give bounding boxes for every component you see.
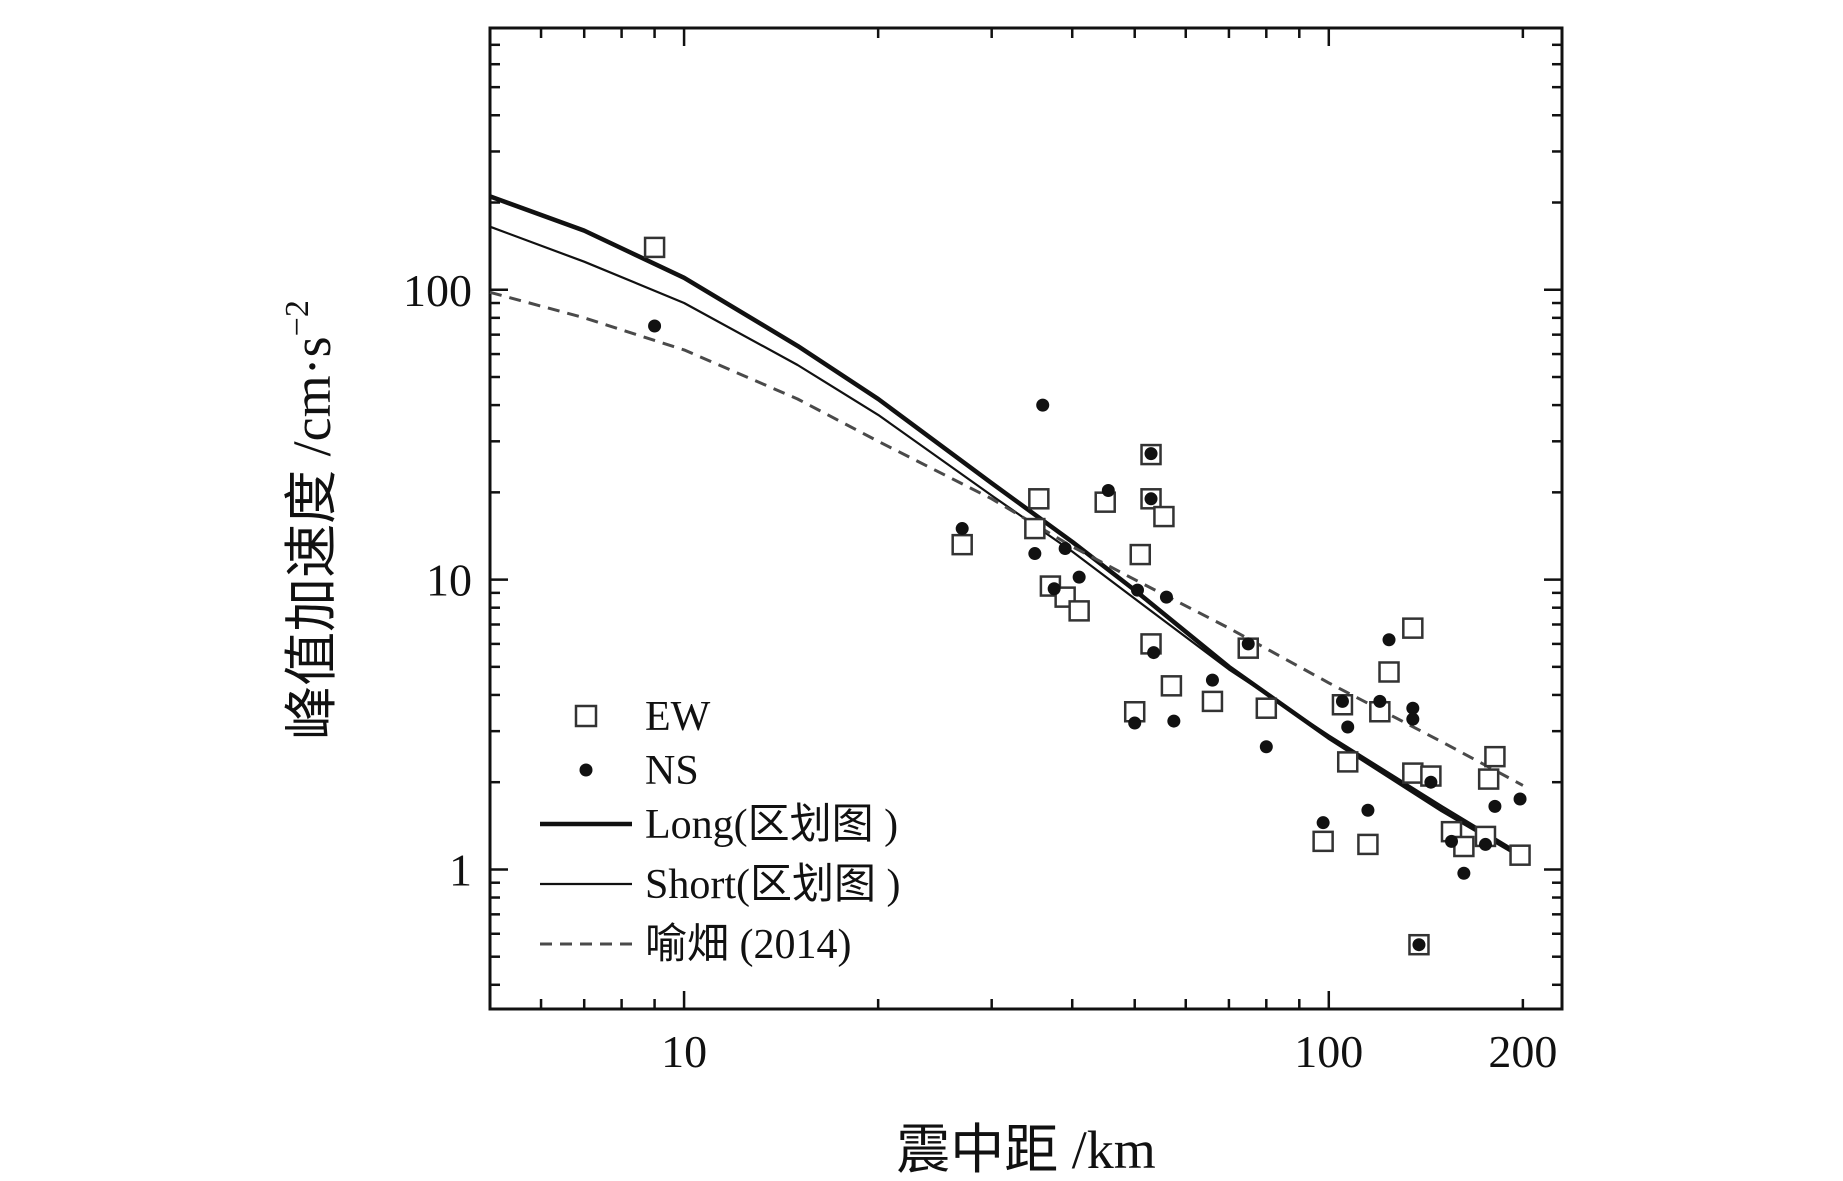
ew-point [1402,617,1424,639]
ns-point [1128,716,1142,730]
ns-point [1159,590,1173,604]
ew-point [1129,543,1152,566]
legend-label: Short(区划图 ) [645,862,901,908]
legend-label: Long(区划图 ) [645,802,898,848]
ew-point [951,533,973,556]
ns-point [1406,712,1420,726]
ns-point [1513,792,1527,806]
ew-point [1312,830,1334,853]
legend-label: NS [645,748,699,794]
ns-point [1144,492,1158,506]
ns-point [1130,583,1144,597]
x-tick-label: 10 [661,1026,707,1077]
ns-point [1047,582,1061,596]
ns-point [1444,834,1458,848]
ns-point [1316,816,1330,830]
ns-point [1361,803,1375,817]
points-layer [643,236,1531,956]
x-axis-title: 震中距 /km [896,1120,1156,1180]
ns-point [1478,837,1492,851]
ns-point [648,319,662,333]
y-axis-title: 峰值加速度 /cm·s−2 [279,300,342,740]
ns-point [1488,799,1502,813]
ns-point [1028,547,1042,561]
plot-frame [488,26,1564,1011]
y-tick-label: 100 [403,265,472,316]
ew-point [1153,505,1175,528]
ew-point [1402,762,1424,784]
ew-point [1477,768,1500,790]
ns-point [1147,646,1161,660]
ew-point [1484,745,1506,768]
ew-point [1068,600,1090,622]
legend-label: EW [645,694,711,740]
ns-point [955,522,969,536]
ns-point [1101,483,1115,497]
ew-point [1509,844,1531,866]
ns-point [1144,447,1158,461]
ns-point [1259,740,1273,754]
y-axis-title-main: 峰值加速度 /cm·s [282,336,342,739]
ns-point [1341,720,1355,734]
ns-point [1036,398,1050,412]
ns-point [1205,673,1219,687]
ew-point [1160,675,1183,697]
axis-ticks [488,26,1562,1009]
y-tick-label: 1 [449,844,472,895]
ns-point [1424,775,1438,789]
plot-area-group [488,26,1564,1011]
legend: EW NS Long(区划图 ) Short(区划图 ) 喻畑 (2014) [540,694,901,968]
ew-point [1255,697,1278,719]
y-tick-label: 10 [426,555,472,606]
legend-ew-marker [574,704,598,728]
ns-point [1412,938,1426,952]
ns-point [1167,714,1181,728]
ns-point [1072,570,1086,584]
ew-point [643,236,666,259]
tick-labels: 10 100 200 1 10 100 [403,265,1557,1077]
legend-ns-marker [579,763,593,777]
x-tick-label: 200 [1488,1026,1557,1077]
ns-point [1058,542,1072,556]
ns-point [1382,633,1396,647]
y-axis-title-superscript: −2 [279,300,316,336]
series-line-long [489,194,1525,860]
svg-text:峰值加速度 /cm·s−2: 峰值加速度 /cm·s−2 [279,300,342,740]
ew-point [1201,690,1224,713]
x-tick-label: 100 [1294,1026,1363,1077]
ns-point [1406,701,1420,715]
ew-point [1336,751,1359,773]
ew-point [1357,833,1379,856]
ns-point [1335,694,1349,708]
ew-point [1028,488,1050,510]
ew-point [1378,661,1400,683]
ns-point [1241,637,1255,651]
ns-point [1373,694,1387,708]
ew-point [1024,517,1046,540]
ns-point [1457,866,1471,880]
legend-label: 喻畑 (2014) [645,922,851,968]
